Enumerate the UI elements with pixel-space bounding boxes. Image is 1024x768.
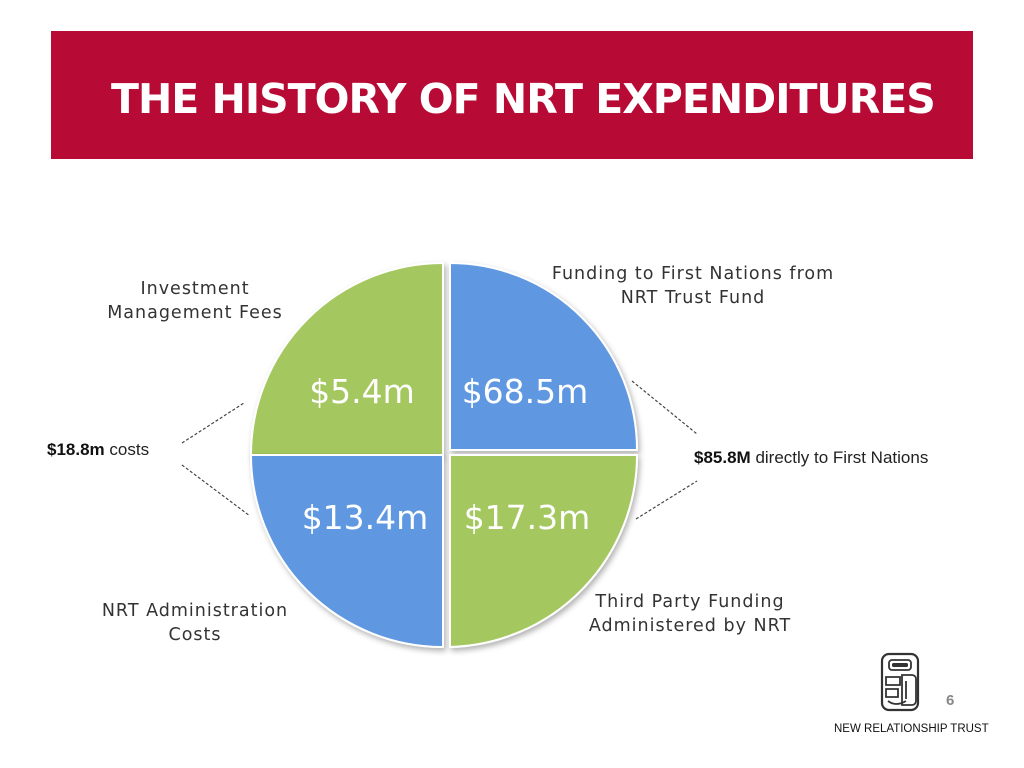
connector-right-top bbox=[631, 380, 698, 435]
quadrant-third-party bbox=[449, 454, 639, 649]
org-name: NEW RELATIONSHIP TRUST bbox=[834, 723, 989, 735]
summary-first-nations: $85.8M directly to First Nations bbox=[694, 448, 928, 468]
quadrant-investment bbox=[249, 261, 444, 456]
amount-third-party: $17.3m bbox=[464, 498, 591, 537]
amount-investment: $5.4m bbox=[309, 372, 415, 411]
label-admin: NRT Administration Costs bbox=[101, 601, 289, 645]
slide-title: THE HISTORY OF NRT EXPENDITURES bbox=[111, 75, 936, 123]
summary-costs-value: $18.8m bbox=[47, 440, 105, 459]
title-bar: THE HISTORY OF NRT EXPENDITURES bbox=[51, 31, 973, 159]
summary-first-nations-text: directly to First Nations bbox=[755, 448, 929, 467]
summary-costs-text: costs bbox=[109, 440, 150, 459]
page-number: 6 bbox=[946, 692, 955, 709]
connector-left-bottom bbox=[181, 464, 251, 517]
amount-funding: $68.5m bbox=[462, 372, 589, 411]
quadrant-funding bbox=[449, 261, 639, 451]
label-investment: Investment Management Fees bbox=[107, 279, 283, 323]
nrt-logo-icon bbox=[880, 652, 920, 712]
label-third-party: Third Party Funding Administered by NRT bbox=[588, 592, 792, 636]
connector-left-top bbox=[181, 402, 245, 444]
label-funding: Funding to First Nations from NRT Trust … bbox=[551, 264, 835, 308]
summary-costs: $18.8m costs bbox=[47, 440, 149, 460]
summary-first-nations-value: $85.8M bbox=[694, 448, 751, 467]
quadrant-admin bbox=[249, 454, 444, 649]
amount-admin: $13.4m bbox=[302, 498, 429, 537]
connector-right-bottom bbox=[635, 480, 698, 520]
